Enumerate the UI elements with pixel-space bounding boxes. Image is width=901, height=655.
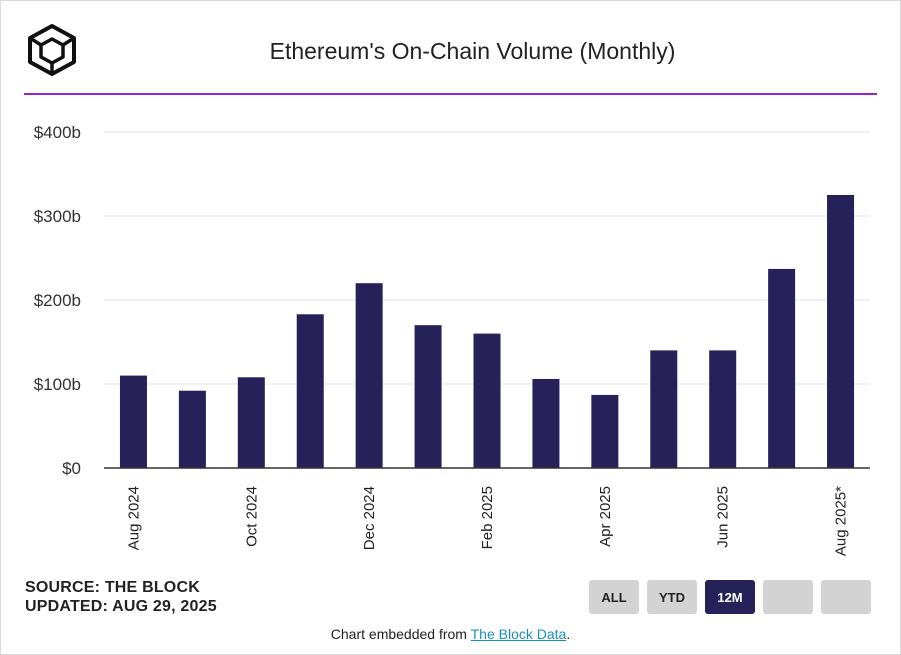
bar — [591, 394, 619, 468]
range-button-blank-1[interactable] — [763, 580, 813, 614]
embed-prefix: Chart embedded from — [330, 626, 471, 642]
x-tick-label: Feb 2025 — [479, 486, 496, 549]
chart-title: Ethereum's On-Chain Volume (Monthly) — [269, 38, 676, 64]
updated-label: UPDATED: AUG 29, 2025 — [25, 598, 217, 615]
bar — [650, 350, 678, 468]
source-block: SOURCE: THE BLOCK UPDATED: AUG 29, 2025 — [25, 578, 217, 616]
embed-suffix: . — [566, 626, 571, 642]
source-label: SOURCE: THE BLOCK — [25, 579, 200, 596]
y-tick-label: $0 — [62, 459, 81, 478]
x-tick-label: Jun 2025 — [715, 486, 732, 548]
range-button-12m[interactable]: 12M — [705, 580, 755, 614]
range-button-blank-2[interactable] — [821, 580, 871, 614]
bar — [296, 314, 324, 468]
y-tick-label: $200b — [34, 291, 81, 310]
bar — [532, 378, 560, 468]
title-divider — [24, 93, 877, 95]
x-tick-label: Aug 2024 — [125, 486, 142, 550]
x-tick-label: Aug 2025* — [833, 486, 850, 556]
bar — [414, 325, 442, 468]
bar — [473, 333, 501, 468]
x-tick-label: Dec 2024 — [361, 486, 378, 550]
y-tick-label: $400b — [34, 123, 81, 142]
the-block-logo-icon[interactable] — [24, 22, 80, 78]
y-tick-label: $100b — [34, 375, 81, 394]
the-block-data-link[interactable]: The Block Data — [470, 626, 567, 642]
x-tick-label: Oct 2024 — [243, 486, 260, 547]
range-button-all[interactable]: ALL — [589, 580, 639, 614]
bar-chart: $0 $100b $200b $300b $400b Aug 2024 Oct 2024 De… — [34, 123, 870, 556]
x-tick-label: Apr 2025 — [597, 486, 614, 547]
bar — [709, 350, 737, 468]
bar — [178, 390, 206, 468]
range-button-ytd[interactable]: YTD — [647, 580, 697, 614]
bar — [237, 377, 265, 468]
bar — [768, 268, 796, 468]
y-tick-label: $300b — [34, 207, 81, 226]
bar — [355, 283, 383, 468]
embed-credit: Chart embedded from The Block Data. — [0, 626, 901, 642]
range-button-group: ALL YTD 12M — [589, 580, 871, 614]
bar — [827, 195, 855, 468]
bar — [119, 375, 147, 468]
